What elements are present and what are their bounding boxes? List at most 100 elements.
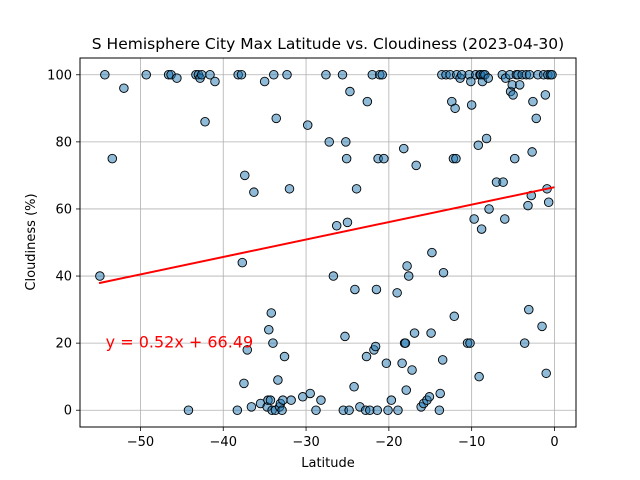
data-point — [371, 284, 382, 295]
data-point — [282, 70, 292, 80]
data-point — [328, 271, 339, 281]
data-point — [434, 405, 445, 415]
data-point — [264, 324, 274, 335]
y-tick-label: 0 — [64, 404, 72, 419]
data-point — [239, 378, 249, 389]
data-point — [249, 187, 259, 197]
x-tick-label: −10 — [458, 435, 485, 450]
data-point — [473, 140, 484, 150]
data-point — [246, 402, 257, 412]
data-point — [541, 368, 551, 379]
data-point — [205, 70, 215, 80]
data-point — [411, 160, 421, 171]
x-tick-label: −20 — [375, 435, 402, 450]
data-point — [324, 137, 334, 147]
data-point — [426, 328, 436, 338]
y-tick-label: 20 — [55, 337, 72, 352]
y-tick-label: 100 — [47, 68, 72, 83]
data-point — [435, 388, 445, 399]
data-point — [345, 86, 355, 97]
data-point — [232, 405, 243, 415]
data-point — [509, 153, 520, 164]
data-point — [119, 83, 129, 93]
data-point — [340, 331, 350, 342]
data-point — [196, 70, 207, 80]
x-tick-label: −30 — [292, 435, 319, 450]
data-point — [342, 217, 353, 228]
y-tick-label: 40 — [55, 270, 72, 285]
data-point — [265, 395, 276, 405]
y-axis-ticks: 0 20 40 60 80 100 — [47, 68, 80, 419]
data-point — [450, 103, 460, 114]
x-tick-label: 0 — [550, 435, 558, 450]
data-point — [437, 355, 448, 365]
data-point — [240, 170, 250, 181]
data-point — [331, 220, 342, 231]
data-point — [531, 113, 542, 124]
plot-frame — [79, 57, 577, 428]
y-tick-label: 60 — [55, 202, 72, 217]
data-point — [383, 405, 393, 415]
data-point — [547, 70, 557, 80]
x-axis-ticks: −50 −40 −30 −20 −10 0 — [127, 427, 559, 450]
data-point — [438, 267, 449, 278]
data-point — [540, 90, 551, 100]
data-points — [95, 70, 557, 415]
data-point — [271, 113, 281, 124]
data-point — [242, 345, 253, 355]
regression-equation-label: y = 0.52x + 66.49 — [106, 332, 254, 351]
data-point — [372, 405, 383, 415]
x-axis-label: Latitude — [301, 456, 355, 471]
data-point — [484, 204, 494, 214]
data-point — [402, 261, 412, 271]
data-point — [407, 365, 417, 375]
data-point — [469, 214, 479, 224]
data-point — [284, 184, 295, 194]
data-point — [362, 96, 373, 107]
data-point — [349, 381, 359, 392]
data-point — [210, 76, 220, 87]
data-point — [514, 80, 525, 90]
data-point — [370, 341, 381, 352]
data-point — [519, 338, 530, 348]
data-point — [361, 351, 372, 362]
data-point — [392, 288, 402, 298]
data-point — [465, 338, 475, 348]
y-tick-label: 80 — [55, 135, 72, 150]
data-point — [341, 137, 351, 147]
data-point — [237, 257, 248, 268]
data-point — [200, 116, 210, 127]
data-point — [401, 385, 412, 395]
data-point — [278, 395, 288, 405]
data-point — [377, 70, 387, 80]
data-point — [528, 96, 538, 107]
data-point — [141, 70, 151, 80]
data-point — [523, 200, 533, 211]
data-point — [524, 304, 534, 315]
data-point — [305, 388, 315, 399]
data-point — [337, 70, 348, 80]
chart-title: S Hemisphere City Max Latitude vs. Cloud… — [92, 35, 564, 53]
data-point — [476, 224, 487, 234]
data-point — [302, 120, 313, 130]
gridlines — [80, 58, 576, 427]
data-point — [524, 70, 535, 80]
data-point — [266, 308, 277, 318]
data-point — [483, 73, 493, 83]
data-point — [172, 73, 182, 83]
data-point — [107, 153, 118, 164]
data-point — [424, 392, 435, 402]
data-point — [381, 358, 392, 369]
data-point — [311, 405, 321, 415]
data-point — [466, 76, 476, 87]
data-point — [543, 197, 554, 207]
data-point — [399, 143, 409, 154]
data-point — [500, 214, 510, 224]
data-point — [481, 133, 492, 144]
data-point — [474, 371, 484, 382]
data-point — [321, 70, 331, 80]
data-point — [400, 338, 411, 348]
data-point — [236, 70, 247, 80]
